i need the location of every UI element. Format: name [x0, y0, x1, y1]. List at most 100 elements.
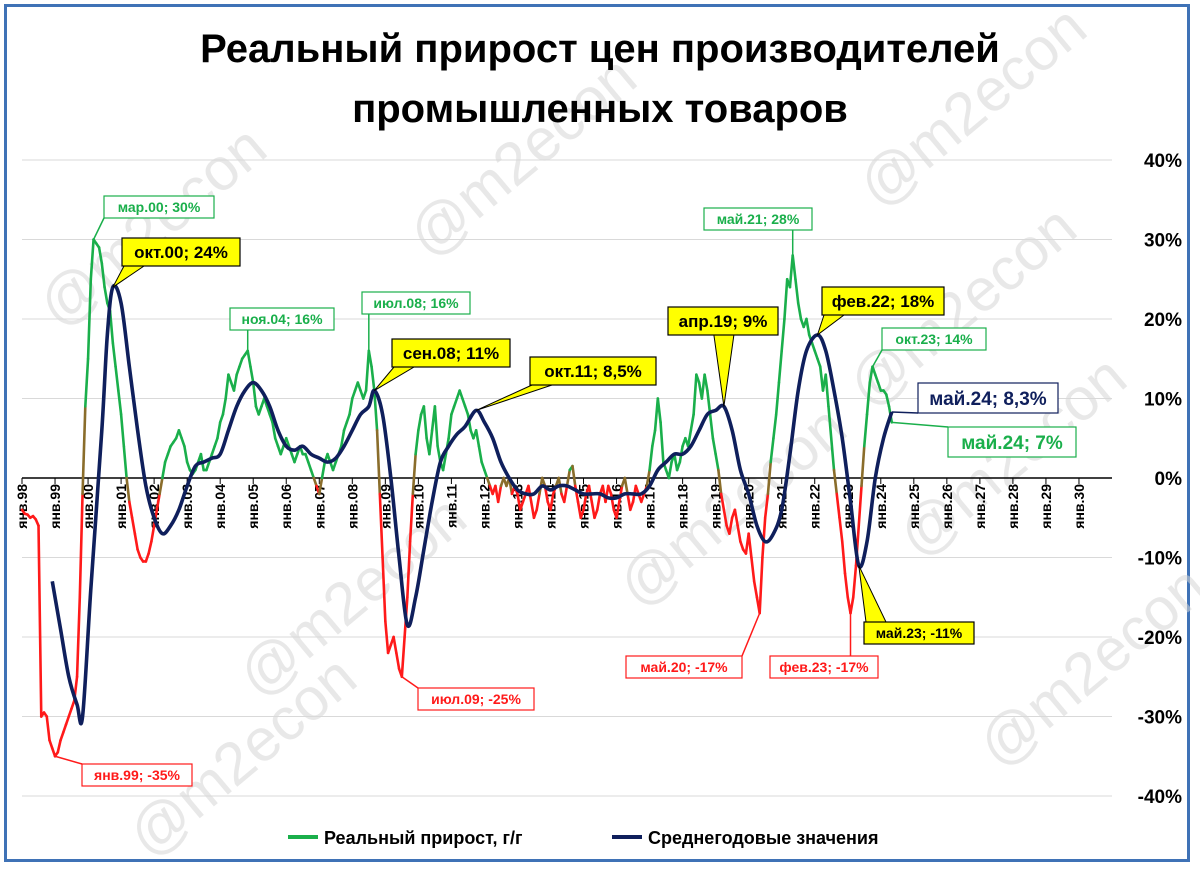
annotation-label: июл.09; -25% [431, 691, 521, 707]
real-growth-segment [306, 460, 313, 472]
real-growth-segment [590, 500, 596, 520]
y-axis: 40% 30% 20% 10% 0% -10% -20% -30% -40% [1138, 151, 1182, 808]
x-tick-label: янв.01 [113, 484, 129, 529]
real-growth-segment [474, 428, 481, 448]
real-growth-segment [516, 492, 522, 512]
real-growth-segment [805, 317, 811, 337]
real-growth-segment [317, 476, 324, 496]
legend: Реальный прирост, г/г Среднегодовые знач… [288, 828, 878, 848]
real-growth-segment [780, 317, 786, 353]
real-growth-segment [873, 373, 880, 384]
annotation-box [863, 621, 975, 645]
real-growth-segment [623, 476, 629, 496]
annotation-box [529, 356, 657, 386]
real-growth-segment [304, 452, 310, 464]
real-growth-segment [78, 492, 84, 599]
real-growth-segment [862, 413, 869, 448]
annotation-label: сен.08; 11% [403, 344, 499, 363]
real-growth-segment [235, 365, 241, 376]
real-growth-segment [122, 444, 128, 480]
real-growth-segment [48, 739, 54, 750]
x-tick-label: янв.06 [278, 484, 294, 529]
real-growth-segment [728, 516, 734, 535]
real-growth-segment [411, 452, 417, 496]
real-growth-segment [703, 373, 709, 392]
real-growth-segment [813, 349, 819, 361]
real-growth-segment [769, 436, 775, 464]
annotation-pointer [816, 314, 846, 337]
watermark-text: @m2econ [965, 552, 1200, 780]
real-growth-segment [384, 619, 390, 655]
annotation-label: янв.99; -35% [94, 767, 180, 783]
real-growth-segment [268, 413, 274, 424]
real-growth-segment [485, 476, 492, 488]
real-growth-segment [84, 357, 90, 408]
real-growth-segment [392, 635, 398, 655]
real-growth-segment [477, 444, 483, 464]
real-growth-segment [816, 357, 822, 369]
real-growth-segment [210, 444, 216, 456]
annotations: мар.00; 30% окт.00; 24% ноя.04; 16% июл.08;… [54, 195, 1077, 787]
x-tick-label: янв.98 [14, 484, 30, 529]
x-tick-label: янв.17 [642, 484, 658, 529]
real-growth-segment [450, 405, 456, 416]
real-growth-segment [615, 500, 621, 520]
annotation-box [391, 338, 511, 368]
real-growth-segment [648, 444, 654, 472]
x-tick-label: янв.18 [675, 484, 691, 529]
y-tick-label: -40% [1138, 787, 1182, 808]
real-growth-segment [224, 373, 230, 400]
real-growth-segment [706, 389, 712, 416]
annotation-label: май.23; -11% [876, 625, 963, 641]
annotation-pointer [475, 384, 553, 411]
real-growth-segment [408, 492, 415, 543]
x-tick-label: янв.28 [1005, 484, 1021, 529]
real-growth-segment [386, 643, 393, 655]
real-growth-segment [45, 715, 51, 742]
real-growth-segment [97, 246, 104, 265]
real-growth-segment [89, 238, 95, 281]
real-growth-segment [213, 436, 219, 448]
annotation-box [821, 286, 945, 316]
real-growth-segment [265, 405, 272, 416]
real-growth-segment [549, 492, 555, 512]
real-growth-segment [414, 428, 420, 456]
real-growth-segment [351, 389, 357, 400]
x-tick-label: янв.04 [212, 484, 228, 529]
real-growth-segment [177, 428, 183, 440]
real-growth-segment [458, 389, 464, 400]
real-growth-segment [284, 436, 291, 448]
real-growth-segment [714, 452, 720, 472]
real-growth-segment [70, 699, 76, 710]
real-growth-segment [117, 389, 123, 416]
real-growth-segment [667, 460, 673, 480]
real-growth-segment [216, 421, 222, 440]
real-growth-segment [100, 262, 106, 289]
real-growth-segment [293, 452, 299, 464]
real-growth-segment [144, 552, 150, 563]
x-tick-label: янв.24 [873, 484, 889, 529]
x-tick-label: янв.12 [476, 484, 492, 529]
y-tick-label: 10% [1144, 390, 1182, 411]
real-growth-segment [832, 468, 839, 496]
real-growth-segment [651, 428, 657, 448]
real-growth-segment [125, 476, 131, 504]
real-growth-segment [136, 548, 142, 559]
real-growth-segment [348, 397, 354, 416]
real-growth-segment [686, 428, 693, 448]
real-growth-segment [367, 349, 373, 369]
real-growth-segment [777, 349, 783, 384]
real-growth-segment [483, 468, 489, 480]
real-growth-segment [763, 492, 770, 520]
x-tick-label: янв.29 [1038, 484, 1054, 529]
y-tick-label: 0% [1155, 469, 1183, 490]
real-growth-segment [772, 413, 778, 440]
real-growth-segment [161, 460, 167, 480]
real-growth-segment [373, 389, 379, 432]
real-growth-segment [835, 492, 841, 520]
real-growth-segment [273, 436, 280, 448]
real-growth-segment [67, 707, 73, 718]
chart-title-line-2: промышленных товаров [352, 87, 848, 131]
real-growth-segment [604, 484, 610, 504]
annotation-box [417, 687, 535, 711]
